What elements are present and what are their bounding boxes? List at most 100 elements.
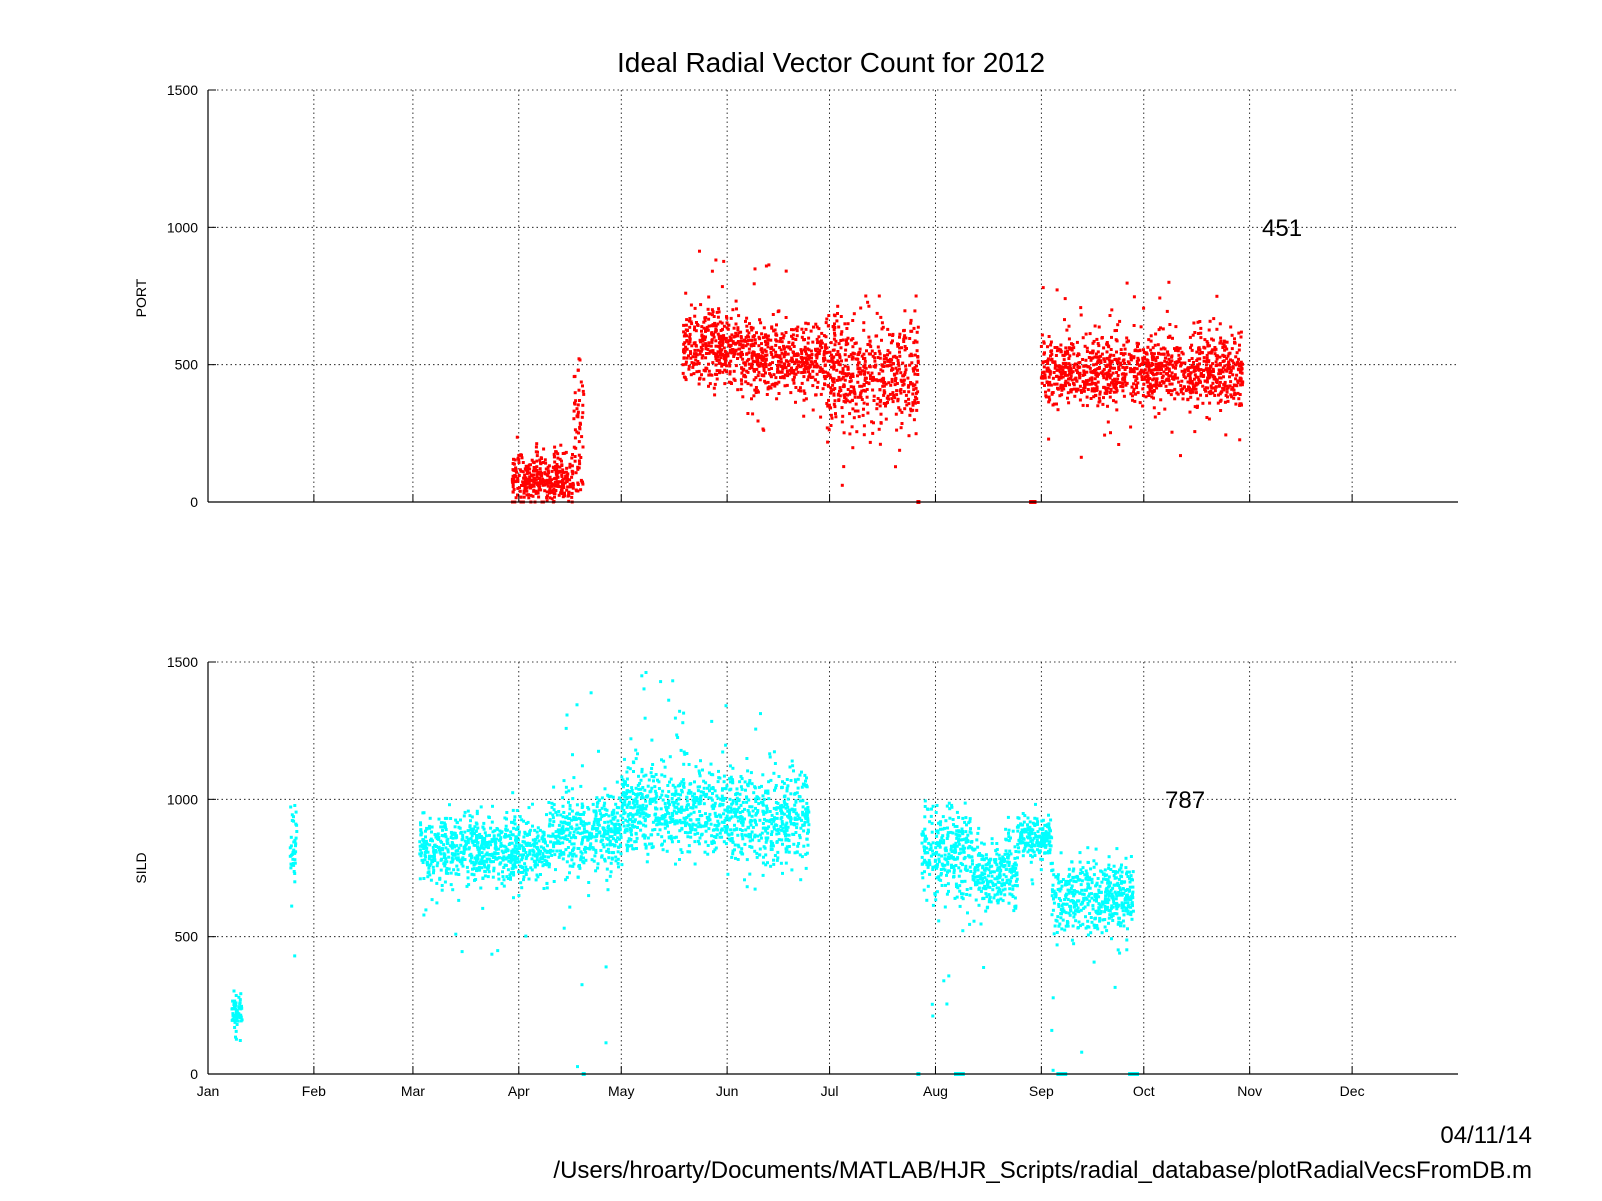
sild-data-point [508, 873, 512, 877]
port-data-point [1056, 408, 1060, 412]
port-data-point [700, 347, 704, 351]
port-data-point [851, 372, 855, 376]
port-data-point [682, 342, 686, 346]
port-data-point [527, 493, 530, 497]
sild-data-point [572, 815, 576, 819]
sild-data-point [660, 758, 663, 762]
port-data-point [1054, 354, 1058, 357]
port-data-point [714, 357, 718, 361]
port-data-point [707, 324, 711, 328]
port-data-point [693, 306, 697, 310]
sild-data-point [635, 799, 639, 803]
sild-data-point [522, 875, 526, 879]
sild-data-point [709, 822, 713, 826]
port-data-point [912, 369, 916, 373]
port-data-point [747, 362, 751, 366]
port-data-point [1060, 372, 1064, 375]
port-data-point [1108, 360, 1112, 364]
sild-data-point [692, 800, 696, 804]
port-data-point [1168, 323, 1172, 326]
port-data-point [827, 374, 831, 378]
port-data-point [874, 334, 878, 338]
port-data-point [829, 341, 833, 345]
port-data-point [771, 313, 775, 316]
sild-data-point [421, 811, 425, 815]
sild-data-point [663, 765, 667, 769]
port-data-point [1071, 370, 1075, 374]
sild-data-point [688, 850, 692, 854]
port-data-point [883, 354, 886, 358]
port-data-point [862, 424, 866, 428]
port-data-point [1163, 359, 1167, 363]
port-data-point [1164, 378, 1168, 382]
port-data-point [1070, 378, 1074, 382]
port-data-point [1147, 361, 1150, 365]
sild-data-point [603, 787, 607, 791]
sild-data-point [560, 851, 564, 855]
port-data-point [865, 349, 868, 353]
port-data-point [1233, 341, 1237, 345]
port-data-point [842, 384, 846, 388]
port-data-point [895, 368, 899, 372]
sild-data-point [548, 811, 552, 815]
sild-data-point [627, 823, 631, 827]
port-data-point [1181, 352, 1185, 356]
port-data-point [911, 367, 915, 371]
sild-data-point [573, 836, 577, 839]
port-data-point [778, 346, 782, 350]
port-data-point [766, 387, 770, 391]
port-data-point [1134, 392, 1138, 396]
sild-data-point [696, 789, 700, 793]
port-data-point [1206, 369, 1210, 373]
port-data-point [752, 394, 756, 398]
port-data-point [1203, 379, 1207, 383]
port-data-point [1078, 373, 1081, 377]
port-data-point [1064, 346, 1068, 350]
sild-data-point [294, 850, 298, 854]
port-data-point [883, 360, 887, 364]
port-data-point [565, 479, 569, 483]
sild-data-point [570, 787, 574, 791]
port-data-point [866, 343, 870, 346]
sild-data-point [491, 852, 495, 856]
port-data-point [528, 475, 532, 479]
port-data-point [1239, 330, 1243, 334]
sild-data-point [691, 794, 695, 798]
sild-data-point [557, 855, 561, 859]
port-data-point [1064, 384, 1068, 388]
sild-data-point [516, 825, 520, 829]
port-data-point [840, 483, 844, 487]
port-data-point [811, 369, 815, 373]
port-data-point [878, 378, 882, 382]
sild-data-point [615, 827, 619, 831]
port-data-point [909, 318, 913, 322]
port-data-point [1147, 394, 1151, 397]
sild-data-point [639, 805, 643, 809]
port-data-point [762, 355, 766, 359]
sild-data-point [542, 846, 545, 850]
port-data-point [916, 390, 920, 394]
sild-data-point [571, 753, 574, 757]
port-data-point [1097, 355, 1101, 359]
port-data-point [1202, 356, 1206, 360]
port-data-point [1049, 383, 1053, 387]
port-data-point [1085, 346, 1089, 350]
sild-data-point [638, 782, 642, 785]
sild-data-point [463, 839, 467, 843]
sild-data-point [685, 821, 689, 825]
port-data-point [1228, 375, 1231, 379]
port-data-point [532, 473, 536, 477]
port-data-point [911, 403, 915, 407]
port-data-point [1158, 296, 1162, 300]
sild-data-point [533, 828, 537, 832]
port-data-point [1208, 319, 1212, 323]
port-data-point [897, 406, 901, 410]
port-data-point [846, 393, 850, 397]
sild-data-point [487, 846, 490, 850]
port-data-point [1203, 338, 1207, 342]
port-data-point [1192, 377, 1196, 381]
port-data-point [868, 364, 871, 368]
sild-data-point [419, 854, 423, 858]
port-data-point [836, 350, 840, 353]
sild-data-point [425, 826, 429, 830]
